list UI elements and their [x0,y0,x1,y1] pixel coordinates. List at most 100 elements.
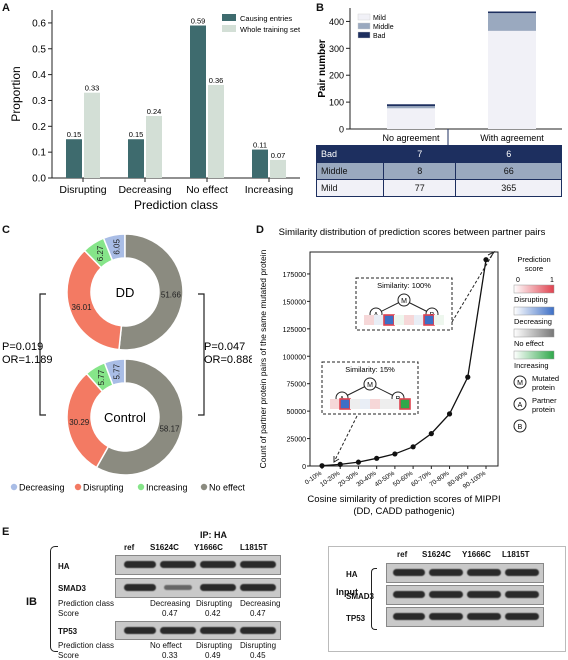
input-lane-s1624c: S1624C [422,550,451,559]
cell-middle-no-agreement: 8 [382,162,457,180]
input-blot-tp53 [386,607,544,627]
c-legend-label: No effect [209,483,245,493]
input-label: Input [336,587,358,597]
a-value-label: 0.36 [209,76,224,85]
d-inset2-node [363,377,377,391]
cell-mild-no-agreement: 77 [382,179,457,197]
d-inset2-score-cell [350,399,360,409]
c-dd-slice-label: 36.01 [72,303,93,312]
b-bar-segment [387,104,435,107]
d-point [465,374,471,380]
d-ytick-label: 75000 [287,382,307,389]
row-label-bad: Bad [316,145,384,163]
c-legend-label: Decreasing [19,483,65,493]
d-point [374,455,380,461]
lane-l1815t: L1815T [240,543,268,552]
b-legend-swatch [357,13,371,21]
d-inset1-score-cell [434,315,444,325]
a-value-label: 0.11 [253,141,267,150]
b-bar-segment [387,108,435,129]
cell-middle-with-agreement: 66 [455,162,562,180]
input-blot-label-smad3: SMAD3 [346,592,375,601]
a-bar [146,115,162,178]
d-point [446,411,453,417]
c-control-slice-label: 5.77 [97,369,106,385]
a-bar [270,159,286,178]
c-dd-slice [118,233,184,351]
a-bar [252,149,268,178]
cell-mild-with-agreement: 365 [455,179,562,197]
row-label-mild: Mild [316,179,384,197]
input-box [328,546,566,652]
d-inset2-score-cell [399,398,411,410]
smad3-score-l1815t: 0.47 [250,609,266,618]
panel-label-c: C [2,224,10,236]
b-bar-segment [488,11,536,14]
d-title: Similarity distribution of prediction sc… [279,227,546,238]
a-xtick-label: Decreasing [118,184,171,196]
input-bracket [371,568,377,630]
input-lane-y1666c: Y1666C [462,550,491,559]
a-bar [190,25,206,179]
d-legend-node [513,375,527,389]
b-ytick-label: 400 [329,17,344,27]
b-bar-segment [488,13,536,31]
smad3-class-s1624c: Decreasing [150,599,191,608]
a-ylabel: Proportion [9,66,23,121]
d-legend-title-2: score [525,264,543,273]
tp53-score-y1666c: 0.49 [205,651,221,660]
d-legend-gradient [513,284,555,294]
a-legend-label: Causing entries [240,14,292,23]
input-lane-l1815t: L1815T [502,550,530,559]
c-dd-slice [66,249,123,351]
d-point [355,459,362,465]
cell-bad-no-agreement: 7 [382,145,457,163]
panel-a-bar-chart: 0.0 0.1 0.2 0.3 0.4 0.5 0.6 0.15 0.33 Disrupting 0… [9,10,301,212]
d-legend-max: 1 [550,277,554,284]
c-left-bracket [39,293,46,416]
d-legend-node-letter: B [518,424,523,431]
panel-d-line-chart: Similarity distribution of prediction sc… [258,227,559,517]
tp53-score-l1815t: 0.45 [250,651,266,660]
d-legend-title-1: Prediction [517,255,550,264]
d-inset1-title: Similarity: 100% [377,281,431,290]
d-arrowhead-1 [487,250,496,259]
c-legend-dot [137,483,145,491]
b-legend-label: Middle [373,24,394,31]
smad3-score-y1666c: 0.42 [205,609,221,618]
blot-smad3 [115,578,281,598]
d-ytick-label: 25000 [287,437,307,444]
a-xlabel: Prediction class [134,198,218,212]
d-ytick-label: 125000 [283,327,306,334]
d-inset1-score-cell [414,315,424,325]
d-ytick-label: 175000 [283,272,306,279]
c-control-slice [95,358,184,476]
smad3-score-label: Score [58,609,79,618]
table-row-middle: Middle 8 66 [316,162,562,180]
input-lane-ref: ref [397,550,408,559]
d-inset1-score-cell [374,315,384,325]
smad3-class-y1666c: Disrupting [196,599,233,608]
c-dd-slice [83,237,114,269]
d-arrow-1 [451,251,495,323]
input-blot-ha [386,563,544,583]
b-bar-segment [488,30,536,130]
a-xtick-label: Disrupting [59,184,106,196]
lane-y1666c: Y1666C [194,543,223,552]
d-xlabel: Cosine similarity of prediction scores o… [307,494,500,505]
ib-label: IB [26,596,37,608]
a-bar [84,92,100,178]
d-inset2-score-cell [370,399,380,409]
d-inset1-score-cell [404,315,414,325]
b-ytick-label: 100 [329,98,344,108]
c-left-or: OR=1.189 [2,354,52,366]
row-label-middle: Middle [316,162,384,180]
d-point [483,257,489,263]
a-ytick-label: 0.5 [32,44,46,55]
d-point [337,461,343,467]
panel-label-a: A [2,2,10,14]
blot-ha [115,555,281,575]
d-point [428,431,434,437]
d-legend-node-label: protein [532,405,555,414]
a-value-label: 0.07 [271,151,286,160]
